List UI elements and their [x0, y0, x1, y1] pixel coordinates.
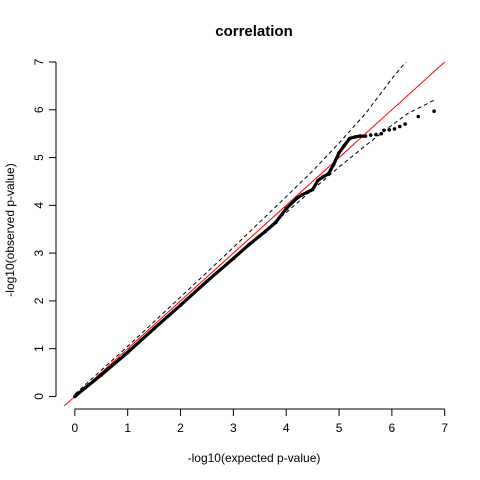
y-tick-label: 2 — [32, 297, 46, 304]
observed-point — [374, 132, 378, 137]
observed-point — [332, 162, 336, 166]
observed-point — [321, 174, 326, 179]
observed-point — [342, 143, 347, 148]
observed-point — [363, 134, 368, 138]
observed-point — [263, 229, 267, 234]
y-tick-label: 0 — [32, 393, 46, 400]
x-tick-label: 7 — [441, 421, 448, 435]
observed-point — [347, 136, 352, 141]
observed-point — [326, 172, 331, 176]
x-tick-label: 6 — [389, 421, 396, 435]
y-tick-label: 5 — [32, 154, 46, 161]
observed-point — [284, 206, 289, 211]
observed-point — [337, 151, 341, 155]
observed-point — [316, 178, 320, 183]
reference-line — [63, 62, 446, 406]
observed-point — [83, 386, 88, 390]
y-tick-label: 4 — [32, 202, 46, 209]
plot-area: 0 1 2 3 4 5 6 7 0 1 2 3 4 5 6 7 — [32, 58, 448, 435]
x-tick-label: 3 — [230, 421, 237, 435]
y-tick-label: 7 — [32, 58, 46, 65]
observed-point — [387, 128, 392, 132]
observed-point — [73, 394, 77, 399]
y-tick-label: 6 — [32, 106, 46, 113]
y-tick-label: 3 — [32, 249, 46, 256]
observed-point — [403, 122, 407, 126]
observed-point — [398, 124, 402, 129]
observed-point — [99, 373, 104, 377]
x-tick-label: 5 — [336, 421, 343, 435]
observed-point — [273, 220, 278, 225]
observed-point — [300, 193, 304, 197]
observed-point — [416, 114, 421, 119]
x-axis-label: -log10(expected p-value) — [188, 451, 321, 465]
observed-point — [358, 134, 363, 138]
observed-point — [231, 256, 236, 261]
observed-point — [379, 131, 384, 136]
observed-point — [382, 128, 386, 133]
x-tick-label: 4 — [283, 421, 290, 435]
observed-point — [310, 187, 315, 192]
upper-confidence-line — [74, 62, 407, 395]
observed-point — [178, 303, 183, 308]
observed-point — [432, 109, 436, 113]
observed-point — [205, 279, 209, 284]
chart-title: correlation — [215, 23, 293, 40]
observed-point — [392, 127, 397, 131]
x-tick-label: 2 — [177, 421, 184, 435]
y-tick-label: 1 — [32, 345, 46, 352]
observed-point — [368, 133, 373, 137]
observed-point — [247, 242, 251, 247]
observed-point — [125, 350, 130, 355]
y-axis-label: -log10(observed p-value) — [3, 163, 17, 296]
observed-point — [152, 326, 156, 331]
observed-point — [295, 196, 299, 200]
x-tick-label: 0 — [72, 421, 79, 435]
observed-point — [353, 135, 357, 139]
x-tick-label: 1 — [124, 421, 131, 435]
